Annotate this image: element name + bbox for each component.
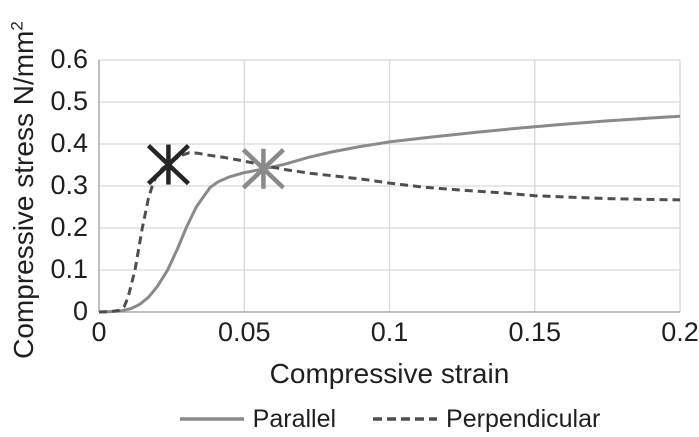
y-tick-label: 0.5 xyxy=(50,86,88,116)
legend-label: Perpendicular xyxy=(446,404,601,433)
x-axis-title: Compressive strain xyxy=(269,358,510,389)
y-axis-title: Compressive stress N/mm2 xyxy=(2,2,46,378)
series-line-parallel xyxy=(98,114,681,314)
legend-solid-line-sample xyxy=(179,417,244,421)
x-tick-label: 0 xyxy=(91,317,106,347)
y-tick-label: 0.3 xyxy=(50,170,88,200)
series-line-perpendicular xyxy=(98,151,681,314)
y-axis-title-text: Compressive stress N/mm xyxy=(8,30,39,359)
y-axis-title-superscript: 2 xyxy=(7,21,27,31)
legend-item-parallel: Parallel xyxy=(179,405,336,434)
x-tick-label: 0.05 xyxy=(218,317,271,347)
y-tick-label: 0 xyxy=(73,296,88,326)
y-tick-label: 0.1 xyxy=(50,254,88,284)
x-tick-label: 0.2 xyxy=(661,317,699,347)
x-tick-label: 0.15 xyxy=(508,317,561,347)
legend-dashed-line-sample xyxy=(373,417,438,421)
asterisk-marker-parallel xyxy=(241,148,285,190)
asterisk-marker-perpendicular xyxy=(146,143,190,186)
legend-item-perpendicular: Perpendicular xyxy=(372,405,600,434)
y-tick-label: 0.4 xyxy=(50,128,88,158)
y-tick-label: 0.6 xyxy=(50,44,88,74)
legend-label: Parallel xyxy=(252,404,337,433)
y-tick-label: 0.2 xyxy=(50,212,88,242)
chart-legend: Parallel Perpendicular xyxy=(99,403,680,435)
x-tick-label: 0.1 xyxy=(371,317,409,347)
